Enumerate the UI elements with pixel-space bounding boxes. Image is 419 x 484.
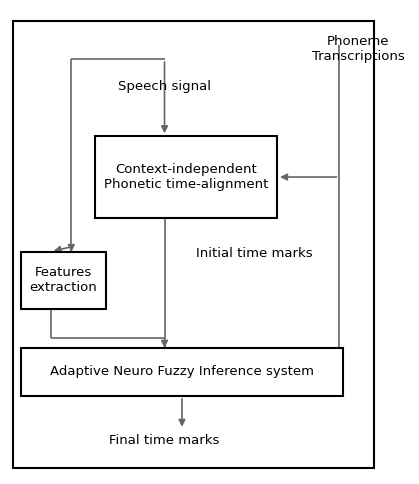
Text: Initial time marks: Initial time marks <box>196 247 312 260</box>
FancyBboxPatch shape <box>21 348 343 396</box>
Text: Features
extraction: Features extraction <box>30 267 97 294</box>
FancyBboxPatch shape <box>21 252 106 309</box>
Text: Context-independent
Phonetic time-alignment: Context-independent Phonetic time-alignm… <box>103 163 268 191</box>
Text: Phoneme
Transcriptions: Phoneme Transcriptions <box>312 35 405 63</box>
Text: Adaptive Neuro Fuzzy Inference system: Adaptive Neuro Fuzzy Inference system <box>50 365 314 378</box>
FancyBboxPatch shape <box>95 136 277 218</box>
Text: Final time marks: Final time marks <box>109 435 220 448</box>
Text: Speech signal: Speech signal <box>118 80 211 93</box>
